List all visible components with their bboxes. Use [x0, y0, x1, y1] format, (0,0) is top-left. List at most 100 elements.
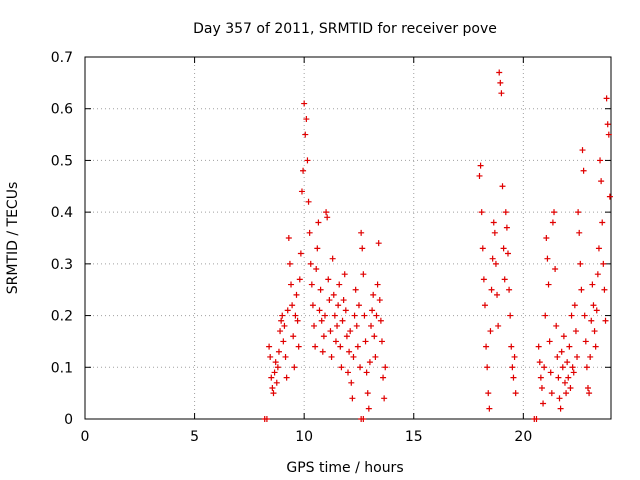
data-point: [353, 322, 360, 329]
data-point: [580, 167, 587, 174]
x-tick-label: 20: [514, 429, 532, 445]
data-point: [326, 297, 333, 304]
data-point: [551, 209, 558, 216]
data-point: [365, 405, 372, 412]
data-point: [499, 183, 506, 190]
data-point: [381, 395, 388, 402]
data-point: [368, 322, 375, 329]
y-tick-label: 0.2: [51, 309, 73, 325]
data-point: [334, 322, 341, 329]
data-point: [354, 343, 361, 350]
data-point: [506, 286, 513, 293]
data-point: [490, 219, 497, 226]
data-point: [363, 369, 370, 376]
data-point: [598, 178, 605, 185]
data-point: [601, 286, 608, 293]
data-point: [329, 255, 336, 262]
data-point: [569, 364, 576, 371]
data-point: [581, 312, 588, 319]
data-point: [549, 219, 556, 226]
data-point: [507, 312, 514, 319]
data-point: [535, 343, 542, 350]
data-point: [382, 364, 389, 371]
data-point: [561, 379, 568, 386]
data-point: [556, 395, 563, 402]
data-point: [278, 317, 285, 324]
data-point: [593, 307, 600, 314]
data-point: [558, 348, 565, 355]
data-point: [483, 343, 490, 350]
data-point: [297, 250, 304, 257]
data-point: [578, 286, 585, 293]
data-point: [296, 276, 303, 283]
data-point: [548, 390, 555, 397]
data-point: [320, 333, 327, 340]
data-point: [577, 260, 584, 267]
data-point: [295, 343, 302, 350]
data-point: [331, 312, 338, 319]
data-point: [494, 291, 501, 298]
data-point: [311, 322, 318, 329]
data-point: [319, 348, 326, 355]
data-point: [496, 69, 503, 76]
data-point: [274, 364, 281, 371]
data-point: [351, 312, 358, 319]
data-point: [484, 364, 491, 371]
data-point: [491, 229, 498, 236]
data-point: [511, 353, 518, 360]
data-point: [332, 338, 339, 345]
data-point: [361, 312, 368, 319]
data-point: [268, 374, 275, 381]
data-point: [300, 167, 307, 174]
data-point: [538, 384, 545, 391]
data-point: [604, 121, 611, 128]
data-point: [374, 281, 381, 288]
x-tick-label: 5: [190, 429, 199, 445]
data-point: [602, 317, 609, 324]
data-point: [284, 307, 291, 314]
data-point: [481, 302, 488, 309]
y-tick-label: 0.5: [51, 153, 73, 169]
data-point: [292, 312, 299, 319]
data-point: [541, 364, 548, 371]
data-point: [589, 281, 596, 288]
data-point: [594, 271, 601, 278]
data-point: [345, 369, 351, 376]
data-point: [346, 348, 353, 355]
data-point: [476, 172, 483, 179]
data-point: [588, 317, 595, 324]
data-point: [317, 286, 324, 293]
data-point: [378, 338, 385, 345]
data-point: [340, 297, 347, 304]
data-point: [281, 322, 288, 329]
data-point: [575, 209, 582, 216]
data-point: [337, 343, 344, 350]
data-point: [323, 209, 330, 216]
data-point: [315, 219, 322, 226]
data-point: [371, 333, 378, 340]
data-point: [313, 266, 320, 273]
data-point: [477, 162, 484, 169]
data-point: [597, 157, 604, 164]
data-point: [542, 312, 549, 319]
data-point: [330, 291, 337, 298]
data-point: [321, 312, 328, 319]
data-point: [492, 260, 499, 267]
y-tick-label: 0.1: [51, 360, 73, 376]
chart-title: Day 357 of 2011, SRMTID for receiver pov…: [193, 21, 497, 37]
data-point: [373, 312, 380, 319]
data-point: [372, 353, 379, 360]
data-point: [543, 235, 550, 241]
y-tick-label: 0.3: [51, 257, 73, 273]
data-point: [349, 395, 356, 402]
data-point: [289, 302, 296, 309]
data-point: [591, 328, 598, 335]
y-tick-label: 0: [64, 412, 73, 428]
data-point: [318, 317, 325, 324]
data-point: [270, 390, 277, 397]
data-point: [599, 219, 606, 226]
data-point: [355, 302, 362, 309]
data-point: [500, 245, 507, 252]
data-point: [352, 286, 359, 293]
data-point: [537, 374, 544, 381]
